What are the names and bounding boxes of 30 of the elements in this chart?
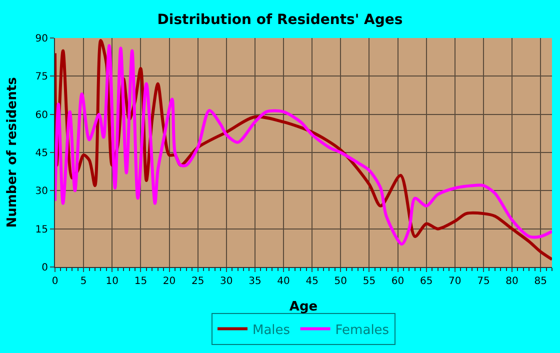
y-tick-label: 15 (35, 224, 48, 236)
x-tick-label: 50 (334, 276, 347, 287)
x-tick-label: 75 (477, 276, 490, 287)
x-tick-label: 10 (106, 276, 118, 287)
x-tick-label: 40 (277, 276, 290, 287)
x-tick-label: 45 (306, 276, 318, 287)
x-tick-label: 25 (191, 276, 204, 287)
x-tick-label: 35 (248, 276, 262, 287)
x-tick-label: 30 (220, 276, 233, 287)
x-tick-label: 65 (420, 276, 433, 287)
x-tick-label: 85 (534, 276, 547, 287)
y-tick-label: 45 (35, 148, 48, 159)
x-tick-label: 5 (80, 276, 87, 287)
y-axis-title: Number of residents (5, 76, 20, 228)
x-tick-label: 60 (391, 276, 404, 287)
legend-label: Males (252, 322, 290, 338)
y-tick-label: 0 (42, 262, 48, 274)
x-tick-label: 0 (52, 276, 58, 287)
y-tick-label: 30 (35, 186, 48, 198)
x-tick-label: 15 (134, 276, 148, 287)
x-tick-label: 20 (162, 276, 176, 287)
x-axis-title: Age (289, 300, 318, 315)
y-tick-label: 90 (35, 34, 48, 44)
x-tick-label: 70 (448, 276, 462, 287)
chart-title: Distribution of Residents' Ages (157, 12, 403, 28)
y-tick-label: 60 (35, 110, 48, 121)
y-tick-label: 75 (35, 72, 48, 83)
legend-label: Females (335, 322, 390, 338)
x-tick-label: 80 (506, 276, 518, 287)
x-tick-label: 55 (362, 276, 376, 287)
